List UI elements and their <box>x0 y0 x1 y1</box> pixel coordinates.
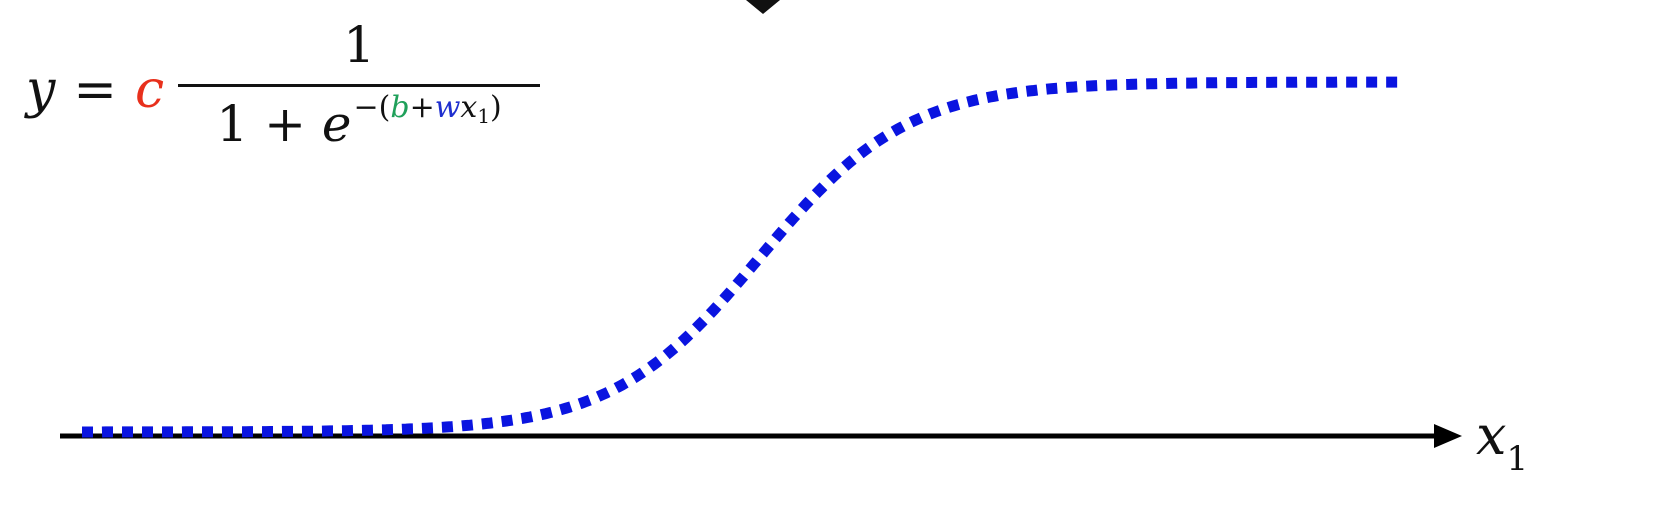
exp-open: −( <box>353 90 391 125</box>
exp-close: ) <box>490 90 502 125</box>
x-axis-label-subscript: 1 <box>1506 439 1529 479</box>
formula-bias-b: b <box>390 90 410 125</box>
formula-input-subscript: 1 <box>477 104 491 128</box>
pointer-arrow-tip <box>746 0 780 14</box>
formula-equals: = <box>73 59 117 120</box>
exp-base-e: e <box>321 95 352 153</box>
formula-weight-w: w <box>434 90 461 125</box>
sigmoid-curve <box>82 76 1402 438</box>
x-axis-arrowhead <box>1434 424 1462 448</box>
denominator-prefix: 1 + <box>216 95 322 153</box>
formula-lhs-y: y <box>26 59 56 120</box>
formula-input-x: x <box>460 90 478 125</box>
formula-coefficient-c: c <box>134 59 165 120</box>
formula-exponent: −(b+wx1) <box>353 90 502 128</box>
exp-plus: + <box>409 90 435 125</box>
formula-fraction: 1 1 + e−(b+wx1) <box>178 14 541 165</box>
formula-numerator: 1 <box>343 16 375 74</box>
x-axis-label-var: x <box>1476 404 1507 467</box>
sigmoid-formula: y = c 1 1 + e−(b+wx1) <box>26 14 541 165</box>
fraction-bar <box>178 84 541 87</box>
formula-denominator: 1 + e−(b+wx1) <box>216 87 501 165</box>
x-axis-label: x1 <box>1476 404 1528 479</box>
